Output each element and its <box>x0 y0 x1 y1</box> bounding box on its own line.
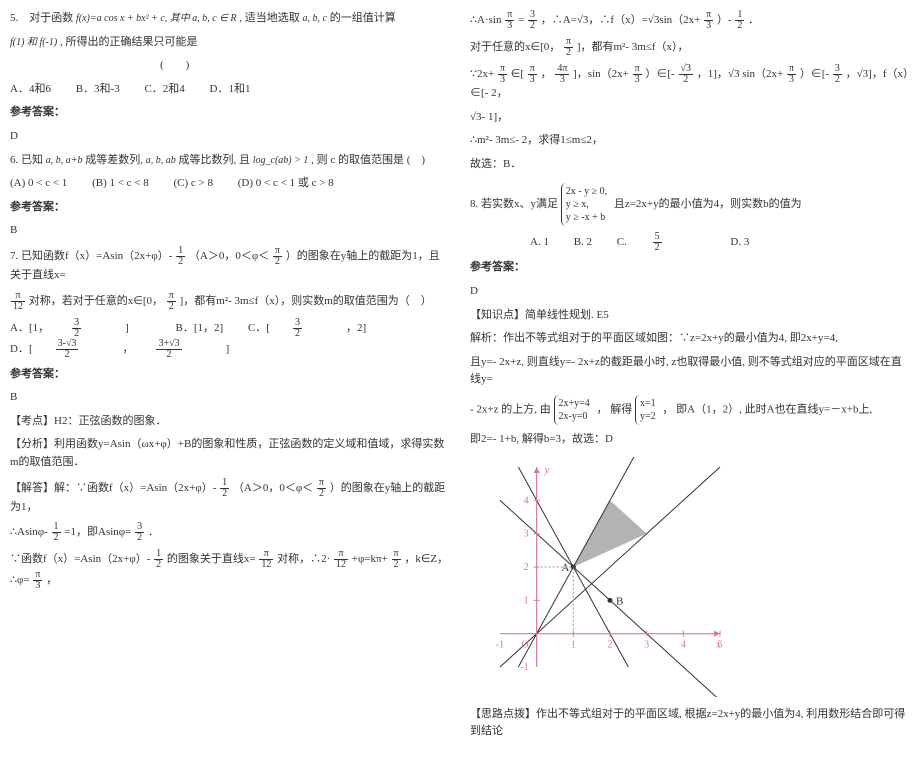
q7-opt-d: D．[3-√32，3+√32] <box>10 339 251 360</box>
right-column: ∴A·sin π3 = 32 ，∴A=√3，∴f（x）=√3sin（2x+ π3… <box>470 10 910 747</box>
q5-ans: D <box>10 128 450 146</box>
q8-opts: A. 1 B. 2 C. 52 D. 3 <box>470 232 910 253</box>
left-column: 5. 对于函数 f(x)=a cos x + bx² + c, 其中 a, b,… <box>10 10 450 747</box>
q5-opt-c: C．2和4 <box>144 81 184 99</box>
q6-mid1: 成等差数列, <box>85 154 143 166</box>
q5-opts: A．4和6 B．3和-3 C．2和4 D．1和1 <box>10 81 450 99</box>
q5-opt-a: A．4和6 <box>10 81 51 99</box>
q5-line1: 5. 对于函数 f(x)=a cos x + bx² + c, 其中 a, b,… <box>10 10 450 28</box>
svg-text:3: 3 <box>524 528 529 539</box>
svg-text:4: 4 <box>524 495 529 506</box>
q7-opt-b: B．[1，2] <box>176 320 224 338</box>
q7-fx: 【分析】利用函数y=Asin（ωx+φ）+B的图象和性质，正弦函数的定义域和值域… <box>10 436 450 471</box>
q6-opts: (A) 0 < c < 1 (B) 1 < c < 8 (C) c > 8 (D… <box>10 175 450 193</box>
page: 5. 对于函数 f(x)=a cos x + bx² + c, 其中 a, b,… <box>10 10 910 747</box>
svg-text:2: 2 <box>524 562 529 573</box>
r-l1: ∴A·sin π3 = 32 ，∴A=√3，∴f（x）=√3sin（2x+ π3… <box>470 10 910 31</box>
q5-formula: f(x)=a cos x + bx² + c, 其中 a, b, c ∈ R <box>76 13 237 24</box>
q8-opt-a: A. 1 <box>530 234 549 252</box>
q5-tail2: 的一组值计算 <box>330 12 396 24</box>
q7-opt-a: A．[1，32] <box>10 318 151 339</box>
q7-l1a: 7. 已知函数f（x）=Asin（2x+φ）- <box>10 250 172 262</box>
q8-graph: 123451234-1-1OxyAB <box>470 457 910 700</box>
q5-opt-d: D．1和1 <box>210 81 251 99</box>
brace-icon: 2x - y ≥ 0, y ≥ x, y ≥ -x + b <box>561 183 611 226</box>
svg-text:1: 1 <box>524 595 529 606</box>
q7-l2b: ]，都有m²- 3m≤f（x），则实数m的取值范围为（ ） <box>180 295 432 307</box>
svg-text:1: 1 <box>571 639 576 650</box>
q7-l1b: （A＞0，0＜φ＜ <box>189 250 269 262</box>
svg-text:3: 3 <box>644 639 649 650</box>
q7-ref: 参考答案： <box>10 366 450 384</box>
graph-svg: 123451234-1-1OxyAB <box>470 457 730 697</box>
svg-text:-1: -1 <box>496 639 504 650</box>
q5-l2b: , 所得出的正确结果只可能是 <box>60 36 198 48</box>
frac-pi12-icon: π12 <box>11 291 25 312</box>
brace2-icon: 2x+y=4 2x-y=0 <box>554 395 594 425</box>
q8-opt-b: B. 2 <box>574 234 592 252</box>
q7-line2: π12 对称，若对于任意的x∈[0， π2 ]，都有m²- 3m≤f（x），则实… <box>10 291 450 312</box>
q8-s1: 解析：作出不等式组对于的平面区域如图：∵z=2x+y的最小值为4, 即2x+y=… <box>470 330 910 348</box>
q6-opt-d: (D) 0 < c < 1 或 c > 8 <box>238 175 334 193</box>
frac-pihalf2-icon: π2 <box>167 291 176 312</box>
q6-line1: 6. 已知 a, b, a+b 成等差数列, a, b, ab 成等比数列, 且… <box>10 152 450 170</box>
q7-jd3: ∵函数f（x）=Asin（2x+φ）- 12 的图象关于直线x= π12 对称，… <box>10 549 450 591</box>
q5-prefix: 5. 对于函数 <box>10 12 73 24</box>
r-l5: ∴m²- 3m≤- 2，求得1≤m≤2， <box>470 132 910 150</box>
q7-ans: B <box>10 389 450 407</box>
q6-ans: B <box>10 222 450 240</box>
svg-text:y: y <box>544 464 550 476</box>
q6-opt-a: (A) 0 < c < 1 <box>10 175 67 193</box>
q8-opt-c: C. 52 <box>617 232 706 253</box>
q8-opt-d: D. 3 <box>730 234 749 252</box>
frac-pihalf-icon: π2 <box>273 246 282 267</box>
svg-text:B: B <box>616 595 623 607</box>
q7-jd1: 【解答】解：∵函数f（x）=Asin（2x+φ）- 12 （A＞0，0＜φ＜ π… <box>10 478 450 517</box>
q6-prefix: 6. 已知 <box>10 154 43 166</box>
r-l2: 对于任意的x∈[0， π2 ]，都有m²- 3m≤f（x）， <box>470 37 910 58</box>
q7-opts: A．[1，32] B．[1，2] C．[32，2] D．[3-√32，3+√32… <box>10 318 450 360</box>
frac-half-icon: 12 <box>176 246 185 267</box>
q5-line2: f(1) 和 f(-1) , 所得出的正确结果只可能是 <box>10 34 450 52</box>
q8-line1: 8. 若实数x、y满足 2x - y ≥ 0, y ≥ x, y ≥ -x + … <box>470 183 910 226</box>
q8-kd: 【知识点】简单线性规划. E5 <box>470 307 910 325</box>
q5-abc: a, b, c <box>303 13 327 24</box>
q8-tip: 【思路点拨】作出不等式组对于的平面区域, 根据z=2x+y的最小值为4, 利用数… <box>470 706 910 741</box>
q7-jd2: ∴Asinφ- 12 =1，即Asinφ= 32 ． <box>10 522 450 543</box>
q7-line1: 7. 已知函数f（x）=Asin（2x+φ）- 12 （A＞0，0＜φ＜ π2 … <box>10 246 450 285</box>
svg-text:4: 4 <box>681 639 686 650</box>
svg-text:O: O <box>521 639 528 650</box>
q8-s4: 即2=- 1+b, 解得b=3，故选：D <box>470 431 910 449</box>
q6-mid2: 成等比数列, 且 <box>179 154 251 166</box>
svg-text:A: A <box>561 562 569 574</box>
svg-text:x: x <box>715 638 721 650</box>
r-l6: 故选：B． <box>470 156 910 174</box>
q8-ans: D <box>470 283 910 301</box>
q5-opt-b: B．3和-3 <box>76 81 120 99</box>
q6-seq1: a, b, a+b <box>46 155 83 166</box>
brace3-icon: x=1 y=2 <box>635 395 660 425</box>
q5-paren: ( ) <box>10 57 450 75</box>
r-l4: √3- 1]， <box>470 109 910 127</box>
r-l3: ∵2x+ π3 ∈[ π3 ， 4π3 ]，sin（2x+ π3 ）∈[- √3… <box>470 64 910 103</box>
q5-tail1: , 适当地选取 <box>239 12 300 24</box>
svg-text:-1: -1 <box>520 662 528 673</box>
svg-text:2: 2 <box>608 639 613 650</box>
q6-tail: , 则 c 的取值范围是 ( ) <box>311 154 425 166</box>
q6-seq2: a, b, ab <box>146 155 176 166</box>
q6-log: log_c(ab) > 1 <box>253 155 309 166</box>
q7-kd: 【考点】H2：正弦函数的图象． <box>10 413 450 431</box>
q8-s3: - 2x+z 的上方, 由 2x+y=4 2x-y=0 ， 解得 x=1 y=2… <box>470 395 910 425</box>
q5-ref: 参考答案： <box>10 104 450 122</box>
q6-ref: 参考答案： <box>10 199 450 217</box>
q7-l2a: 对称，若对于任意的x∈[0， <box>29 295 163 307</box>
q8-ref: 参考答案： <box>470 259 910 277</box>
q5-l2a: f(1) 和 f(-1) <box>10 37 57 48</box>
q7-opt-c: C．[32，2] <box>248 318 388 339</box>
q8-s2: 且y=- 2x+z, 则直线y=- 2x+z的截距最小时, z也取得最小值, 则… <box>470 354 910 389</box>
q6-opt-c: (C) c > 8 <box>174 175 214 193</box>
q6-opt-b: (B) 1 < c < 8 <box>92 175 149 193</box>
